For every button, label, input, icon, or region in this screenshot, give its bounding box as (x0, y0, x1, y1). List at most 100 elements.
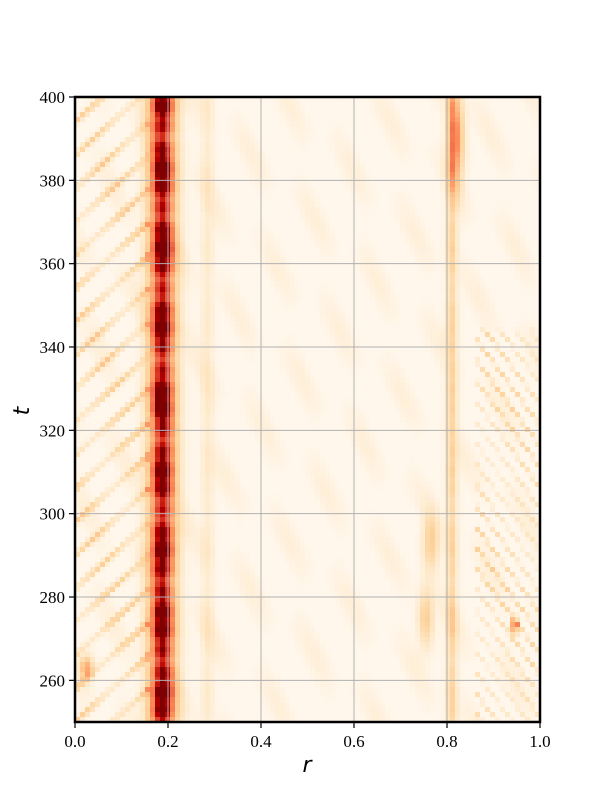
heatmap-cell (170, 322, 176, 328)
heatmap-cell (310, 122, 316, 128)
heatmap-cell (75, 242, 81, 248)
heatmap-cell (365, 337, 371, 343)
heatmap-cell (340, 282, 346, 288)
heatmap-cell (255, 307, 261, 313)
heatmap-cell (250, 332, 256, 338)
heatmap-cell (90, 177, 96, 183)
heatmap-cell (310, 162, 316, 168)
heatmap-cell (495, 322, 501, 328)
heatmap-cell (510, 137, 516, 143)
heatmap-cell (310, 282, 316, 288)
heatmap-cell (335, 212, 341, 218)
heatmap-cell (265, 227, 271, 233)
heatmap-cell (85, 342, 91, 348)
heatmap-cell (500, 257, 506, 263)
heatmap-cell (220, 112, 226, 118)
heatmap-cell (395, 342, 401, 348)
heatmap-cell (260, 337, 266, 343)
heatmap-cell (400, 227, 406, 233)
heatmap-cell (100, 357, 106, 363)
heatmap-cell (145, 242, 151, 248)
heatmap-cell (130, 177, 136, 183)
heatmap-cell (215, 197, 221, 203)
heatmap-cell (520, 287, 526, 293)
heatmap-cell (260, 292, 266, 298)
heatmap-cell (355, 152, 361, 158)
heatmap-cell (520, 122, 526, 128)
heatmap-cell (315, 362, 321, 368)
heatmap-cell (460, 232, 466, 238)
heatmap-cell (495, 352, 501, 358)
heatmap-cell (270, 292, 276, 298)
heatmap-cell (380, 357, 386, 363)
heatmap-cell (235, 217, 241, 223)
heatmap-cell (210, 247, 216, 253)
heatmap-cell (330, 127, 336, 133)
heatmap-cell (210, 302, 216, 308)
heatmap-cell (455, 107, 461, 113)
heatmap-cell (330, 172, 336, 178)
heatmap-cell (455, 317, 461, 323)
heatmap-cell (510, 142, 516, 148)
heatmap-cell (310, 217, 316, 223)
heatmap-cell (495, 327, 501, 333)
heatmap-cell (230, 202, 236, 208)
heatmap-cell (445, 352, 451, 358)
heatmap-cell (215, 297, 221, 303)
heatmap-cell (500, 212, 506, 218)
heatmap-cell (385, 317, 391, 323)
heatmap-cell (190, 302, 196, 308)
heatmap-cell (325, 127, 331, 133)
heatmap-cell (275, 272, 281, 278)
heatmap-cell (385, 337, 391, 343)
heatmap-cell (415, 287, 421, 293)
heatmap-cell (325, 327, 331, 333)
heatmap-cell (110, 342, 116, 348)
heatmap-cell (465, 352, 471, 358)
heatmap-cell (460, 152, 466, 158)
heatmap-cell (340, 292, 346, 298)
heatmap-cell (495, 132, 501, 138)
heatmap-cell (220, 322, 226, 328)
heatmap-cell (445, 302, 451, 308)
heatmap-cell (295, 207, 301, 213)
heatmap-cell (310, 252, 316, 258)
heatmap-cell (205, 222, 211, 228)
heatmap-cell (460, 192, 466, 198)
heatmap-cell (295, 247, 301, 253)
heatmap-cell (385, 322, 391, 328)
heatmap-cell (430, 177, 436, 183)
heatmap-cell (330, 97, 336, 103)
heatmap-cell (250, 327, 256, 333)
heatmap-cell (390, 117, 396, 123)
heatmap-cell (485, 242, 491, 248)
heatmap-cell (465, 297, 471, 303)
heatmap-cell (450, 357, 456, 363)
heatmap-cell (200, 217, 206, 223)
heatmap-cell (530, 227, 536, 233)
heatmap-cell (145, 222, 151, 228)
heatmap-cell (535, 117, 540, 123)
heatmap-cell (415, 232, 421, 238)
heatmap-cell (360, 217, 366, 223)
heatmap-cell (290, 357, 296, 363)
heatmap-cell (190, 257, 196, 263)
heatmap-cell (465, 312, 471, 318)
heatmap-cell (305, 322, 311, 328)
heatmap-cell (480, 217, 486, 223)
heatmap-cell (80, 117, 86, 123)
heatmap-cell (350, 202, 356, 208)
heatmap-cell (170, 232, 176, 238)
heatmap-cell (285, 232, 291, 238)
heatmap-cell (465, 337, 471, 343)
heatmap-cell (345, 187, 351, 193)
heatmap-cell (355, 342, 361, 348)
heatmap-cell (370, 197, 376, 203)
heatmap-cell (445, 262, 451, 268)
heatmap-cell (310, 267, 316, 273)
heatmap-cell (380, 267, 386, 273)
heatmap-cell (370, 352, 376, 358)
heatmap-cell (315, 162, 321, 168)
heatmap-cell (360, 352, 366, 358)
heatmap-cell (305, 257, 311, 263)
